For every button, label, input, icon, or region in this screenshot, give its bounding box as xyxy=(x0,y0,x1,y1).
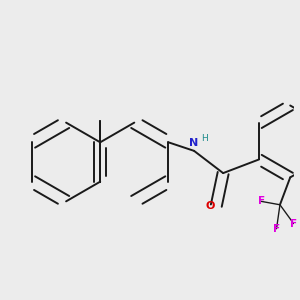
Text: H: H xyxy=(202,134,208,143)
Text: F: F xyxy=(258,196,265,206)
Text: F: F xyxy=(273,224,280,234)
Text: N: N xyxy=(189,138,199,148)
Text: F: F xyxy=(290,219,297,229)
Text: O: O xyxy=(206,201,215,211)
